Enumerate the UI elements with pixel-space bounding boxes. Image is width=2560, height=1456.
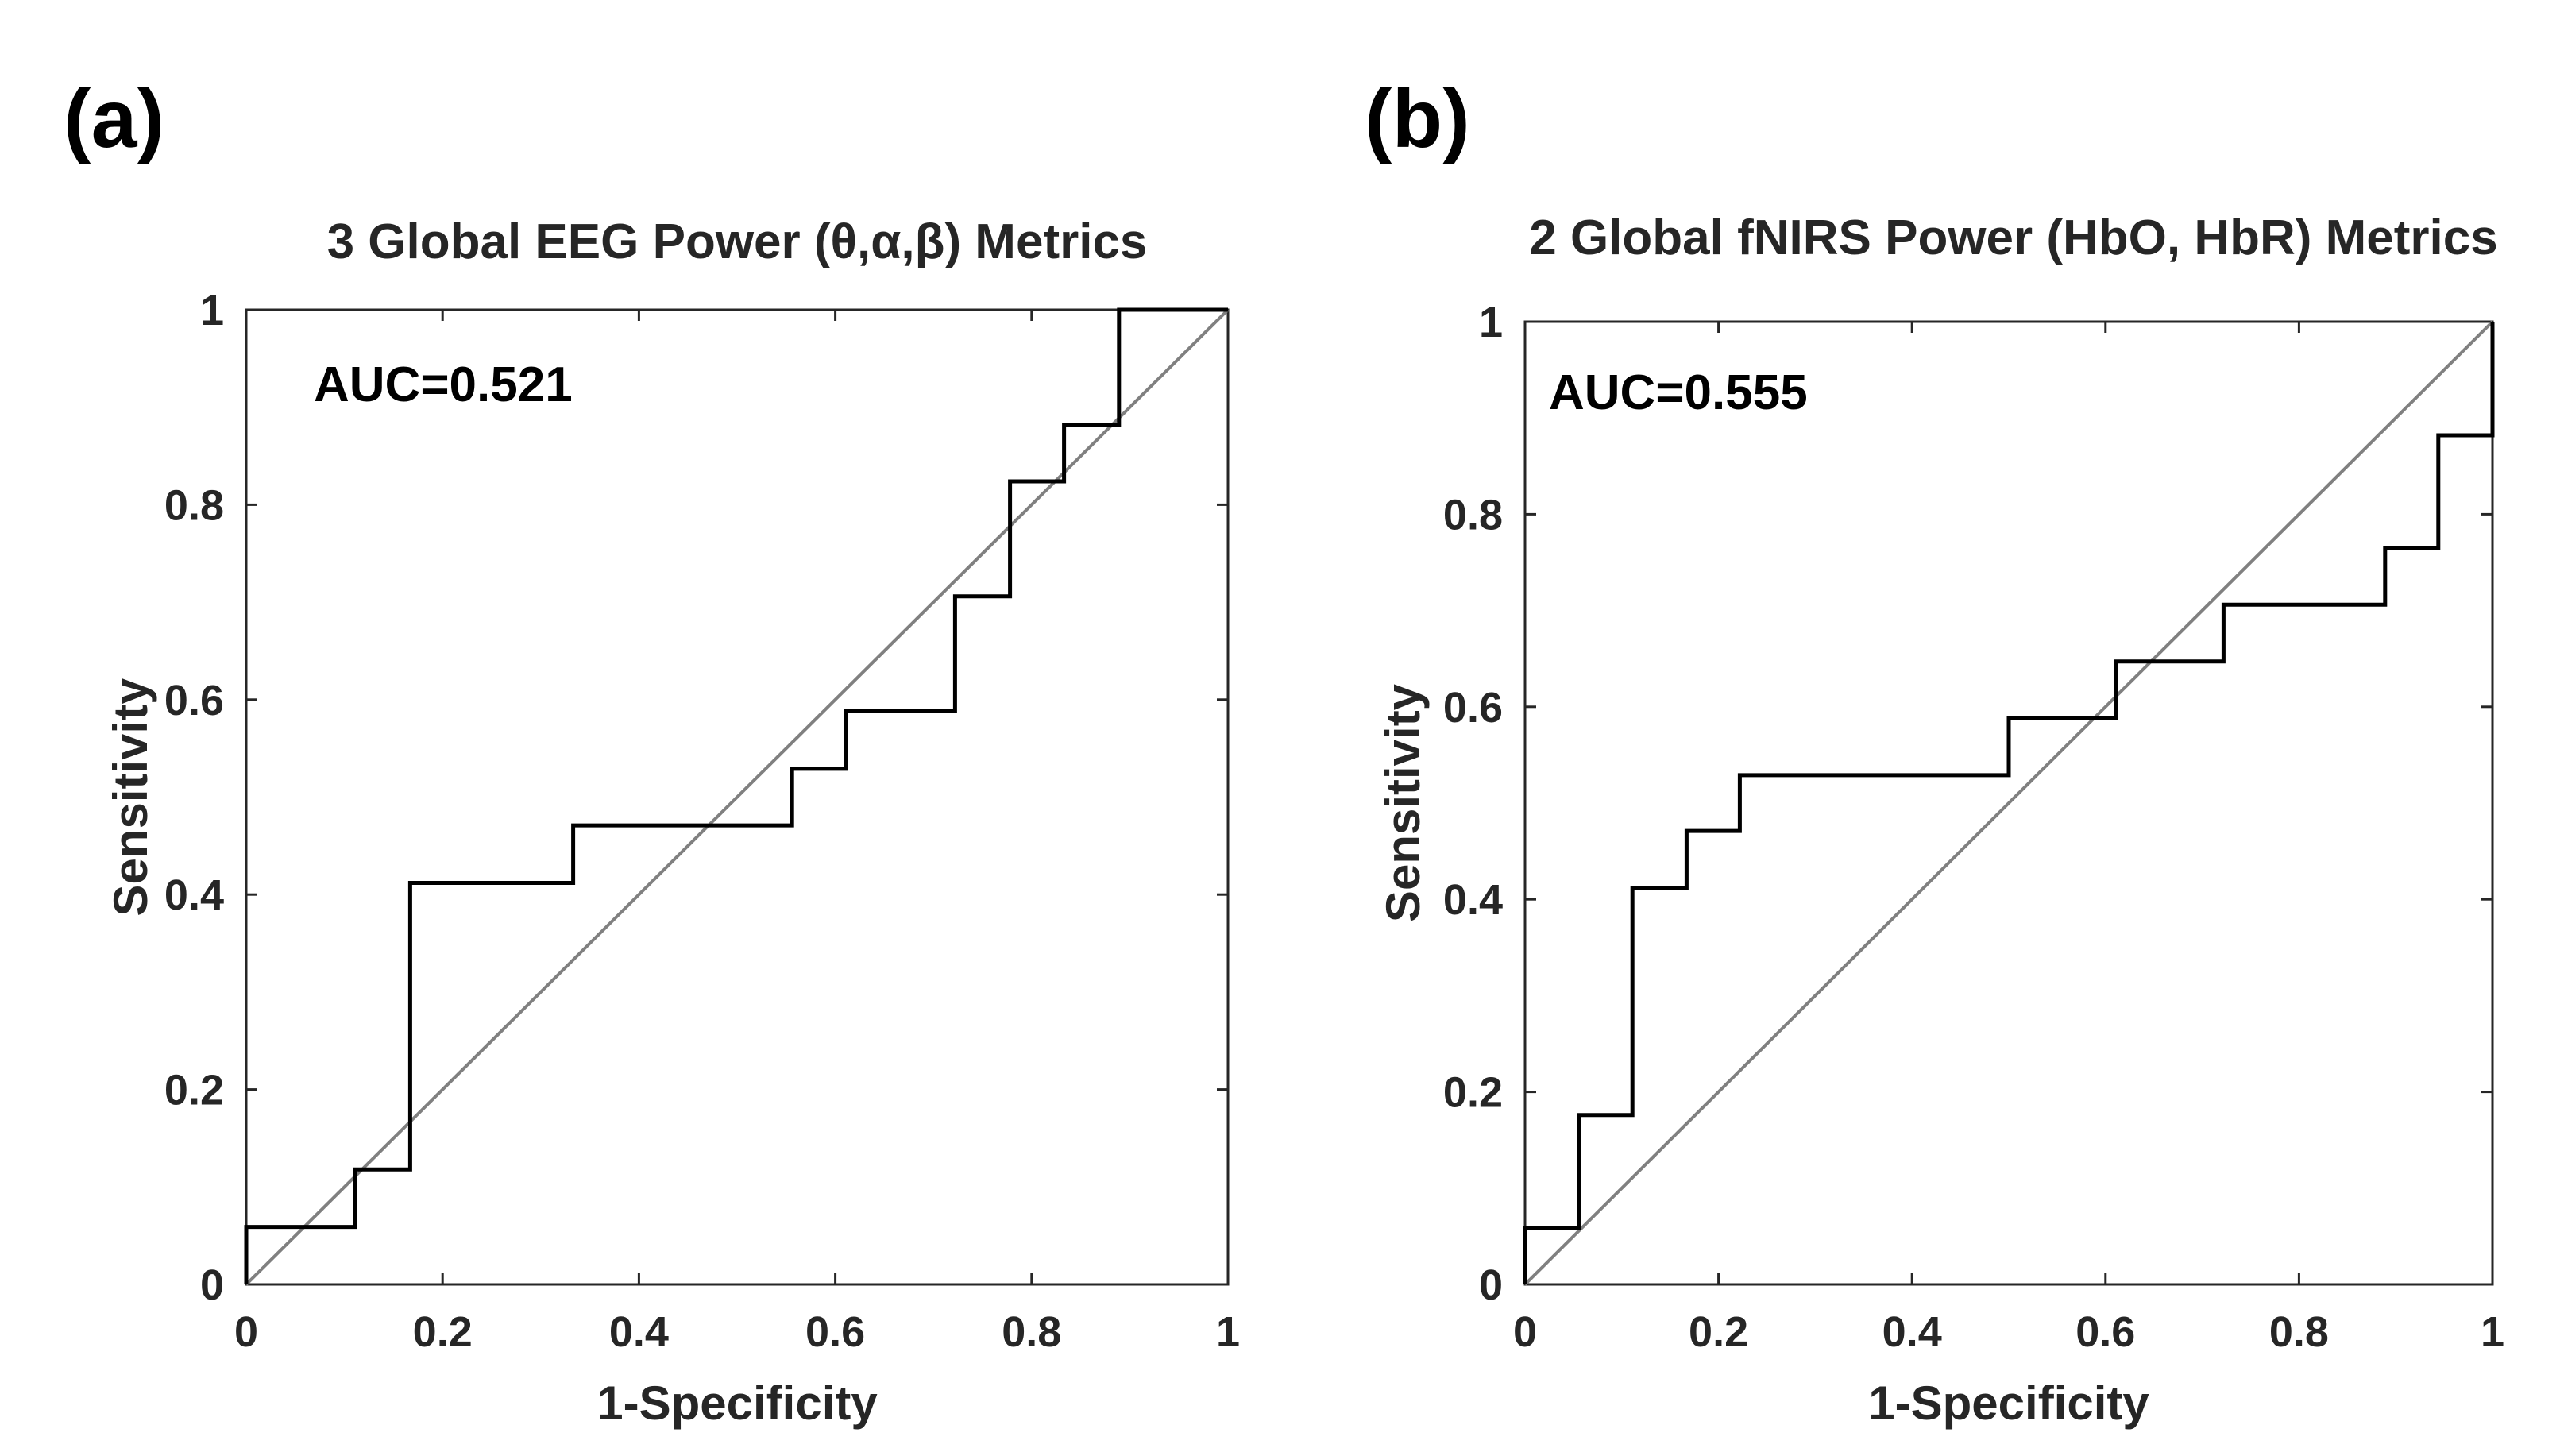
x-tick-label: 0.4 [1882,1308,1942,1356]
x-tick-label: 0 [1513,1308,1537,1356]
x-tick-label: 1 [1216,1308,1240,1356]
x-tick-label: 1 [2481,1308,2504,1356]
chart-panel-a: (a) 3 Global EEG Power (θ,α,β) Metrics 0 0.… [64,73,1240,1430]
y-tick-label: 0.8 [1443,491,1503,539]
x-axis-label: 1-Specificity [1868,1377,2149,1430]
y-axis-label: Sensitivity [104,678,157,917]
y-tick-label: 0.2 [164,1067,224,1114]
panel-label: (a) [64,73,164,165]
x-tick-label: 0.6 [805,1308,865,1356]
y-tick-label: 0.8 [164,481,224,529]
auc-annotation: AUC=0.555 [1549,365,1808,420]
chance-line [1523,320,2494,1286]
y-tick-label: 0.6 [164,677,224,724]
y-tick-label: 0.4 [164,871,224,919]
roc-curve [244,307,1228,1284]
panel-label: (b) [1365,73,1470,165]
roc-curve [1523,322,2495,1284]
x-tick-label: 0.8 [1002,1308,1061,1356]
x-tick-label: 0.6 [2075,1308,2135,1356]
y-tick-label: 0.6 [1443,684,1503,732]
x-tick-label: 0.2 [1689,1308,1748,1356]
y-axis-label: Sensitivity [1377,683,1430,922]
y-tick-label: 0.4 [1443,876,1503,924]
x-axis-label: 1-Specificity [597,1377,878,1430]
y-tick-label: 1 [200,287,224,334]
y-tick-label: 0.2 [1443,1069,1503,1117]
x-tick-label: 0.8 [2269,1308,2329,1356]
chart-title: 3 Global EEG Power (θ,α,β) Metrics [327,214,1148,269]
chart-title: 2 Global fNIRS Power (HbO, HbR) Metrics [1529,210,2497,265]
chart-panel-b: (b) 2 Global fNIRS Power (HbO, HbR) Metri… [1365,73,2504,1430]
x-tick-label: 0 [234,1308,258,1356]
y-tick-label: 0 [200,1261,224,1309]
auc-annotation: AUC=0.521 [314,357,573,412]
x-tick-label: 0.2 [413,1308,473,1356]
x-tick-label: 0.4 [609,1308,669,1356]
y-tick-label: 1 [1479,299,1503,346]
y-tick-label: 0 [1479,1261,1503,1309]
